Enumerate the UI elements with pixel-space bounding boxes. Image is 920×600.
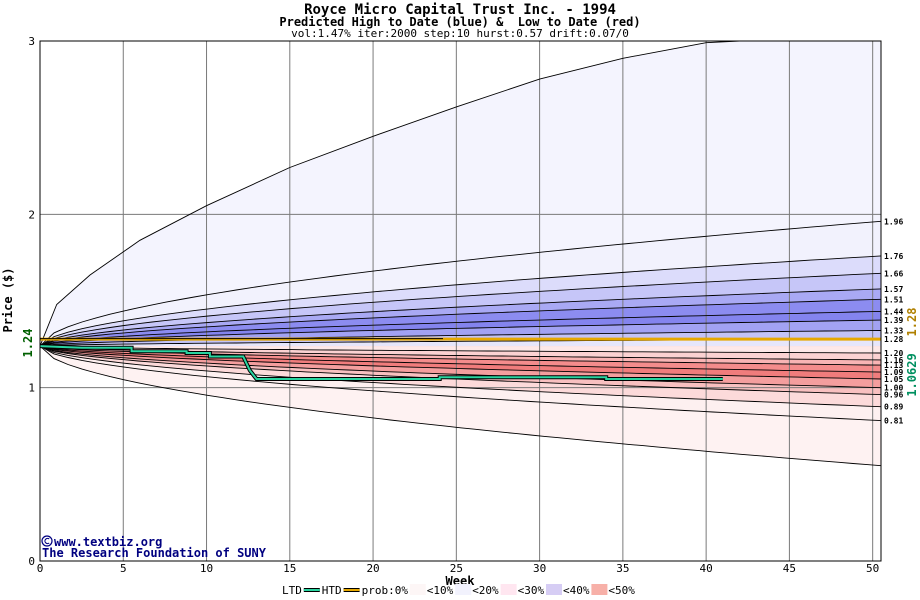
x-tick-15: 15 xyxy=(283,562,296,575)
legend-label-htd: HTD xyxy=(322,584,342,597)
chart-params: vol:1.47% iter:2000 step:10 hurst:0.57 d… xyxy=(291,27,629,40)
legend: LTD HTD prob:0% <10% <20% <30% <40% <50% xyxy=(282,584,635,597)
band-label-1.00: 1.00 xyxy=(884,384,903,393)
line-lower-0.89 xyxy=(39,345,882,408)
band-label-1.13: 1.13 xyxy=(884,361,903,370)
legend-label-4: <20% xyxy=(472,584,499,597)
y-tick-0: 0 xyxy=(28,555,35,568)
band-label-1.66: 1.66 xyxy=(884,269,903,278)
legend-swatch-6 xyxy=(546,584,562,595)
copyright-icon xyxy=(41,535,53,547)
y-tick-2: 2 xyxy=(28,208,35,221)
band-label-0.81: 0.81 xyxy=(884,417,903,426)
x-tick-50: 50 xyxy=(866,562,879,575)
line-upper-1.76 xyxy=(39,255,882,347)
band-label-1.33: 1.33 xyxy=(884,326,903,335)
x-tick-25: 25 xyxy=(450,562,463,575)
x-tick-5: 5 xyxy=(120,562,127,575)
band-label-0.89: 0.89 xyxy=(884,403,903,412)
band-label-1.76: 1.76 xyxy=(884,252,903,261)
line-lower-1.09 xyxy=(39,345,882,373)
band-label-1.51: 1.51 xyxy=(884,295,903,304)
legend-swatch-3 xyxy=(409,584,426,595)
start-price-label: 1.24 xyxy=(21,329,35,358)
band-upper-9 xyxy=(40,339,881,347)
line-lower-1.20 xyxy=(39,345,882,354)
chart-subtitle: Predicted High to Date (blue) & Low to D… xyxy=(279,15,640,29)
x-tick-30: 30 xyxy=(533,562,546,575)
y-axis-label: Price ($) xyxy=(1,267,15,332)
plot-frame xyxy=(39,40,882,562)
line-upper-1.51 xyxy=(39,298,882,347)
legend-label-3: <10% xyxy=(427,584,454,597)
legend-label-prob-0: prob:0% xyxy=(362,584,409,597)
band-label-0.96: 0.96 xyxy=(884,391,903,400)
legend-label-7: <50% xyxy=(608,584,635,597)
chart-title: Royce Micro Capital Trust Inc. - 1994 xyxy=(304,2,616,18)
line-lower-1.05 xyxy=(39,345,882,380)
legend-label-5: <30% xyxy=(518,584,545,597)
band-lower-9 xyxy=(40,346,881,353)
line-upper-1.96 xyxy=(39,220,882,347)
legend-label-ltd: LTD xyxy=(282,584,302,597)
series-htd xyxy=(39,345,723,380)
y-tick-3: 3 xyxy=(28,35,35,48)
band-label-1.39: 1.39 xyxy=(884,316,903,325)
band-label-1.05: 1.05 xyxy=(884,375,903,384)
line-upper-1.39 xyxy=(39,319,882,347)
line-upper-1.66 xyxy=(39,272,882,347)
legend-swatch-5 xyxy=(500,584,517,595)
band-label-1.20: 1.20 xyxy=(884,349,903,358)
legend-swatch-4 xyxy=(455,584,472,595)
line-outer-high xyxy=(39,40,881,347)
line-outer-low xyxy=(39,345,882,467)
band-label-1.16: 1.16 xyxy=(884,356,903,365)
band-label-1.57: 1.57 xyxy=(884,285,903,294)
band-label-1.28: 1.28 xyxy=(884,335,903,344)
credit-org: The Research Foundation of SUNY xyxy=(42,546,267,560)
legend-label-6: <40% xyxy=(563,584,590,597)
legend-swatch-7 xyxy=(591,584,608,595)
band-label-1.09: 1.09 xyxy=(884,368,903,377)
credit-url: www.textbiz.org xyxy=(54,535,162,549)
x-tick-20: 20 xyxy=(366,562,379,575)
line-upper-1.57 xyxy=(39,288,882,347)
y-tick-1: 1 xyxy=(28,382,35,395)
line-lower-1.00 xyxy=(39,345,882,389)
x-tick-35: 35 xyxy=(616,562,629,575)
line-lower-0.81 xyxy=(39,345,882,422)
band-label-1.96: 1.96 xyxy=(884,217,903,226)
line-upper-1.44 xyxy=(39,310,882,347)
band-label-1.44: 1.44 xyxy=(884,307,903,316)
current-prob-label: 1.28 xyxy=(905,308,919,337)
current-htd-label: 1.0629 xyxy=(905,353,919,396)
x-tick-40: 40 xyxy=(700,562,713,575)
x-tick-10: 10 xyxy=(200,562,213,575)
plot-area: 1.96 1.76 1.66 1.571.51 1.441.391.331.28 1.20… xyxy=(28,35,903,575)
x-tick-45: 45 xyxy=(783,562,796,575)
x-tick-0: 0 xyxy=(37,562,44,575)
